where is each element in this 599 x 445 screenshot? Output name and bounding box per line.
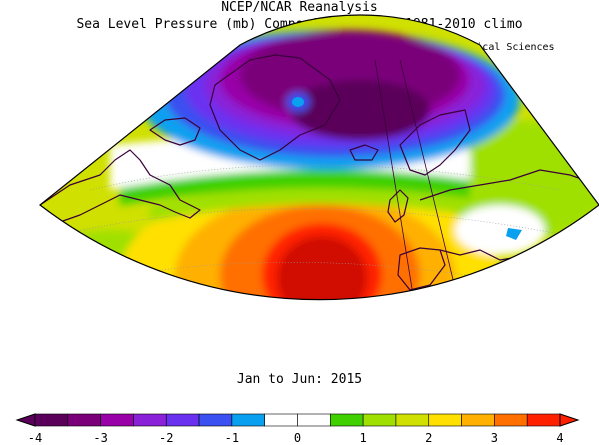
colorbar-bin xyxy=(428,413,462,427)
meridians xyxy=(374,59,471,300)
colorbar-bin xyxy=(526,413,561,427)
north-america-coast xyxy=(40,149,201,223)
iberia-coast xyxy=(397,247,446,291)
time-period: Jan to Jun: 2015 xyxy=(236,372,363,387)
britain-coast xyxy=(387,189,409,223)
colorbar-tick-label: 1 xyxy=(359,431,367,445)
colorbar-bin xyxy=(133,413,167,427)
colorbar-bin xyxy=(34,413,69,427)
colorbar-bin xyxy=(330,413,364,427)
colorbar-tick-label: 0 xyxy=(293,431,302,445)
field-local-low-core xyxy=(292,97,304,107)
scandinavia-coast xyxy=(399,109,471,176)
colorbar-tick-label: 4 xyxy=(556,431,564,445)
iceland-coast xyxy=(349,144,379,161)
colorbar-bin xyxy=(264,413,298,427)
colorbar-bin xyxy=(494,413,528,427)
colorbar-bin xyxy=(231,413,265,427)
europe-coast xyxy=(419,169,599,201)
colorbar-bin xyxy=(67,413,101,427)
colorbar-under-arrow xyxy=(15,413,36,427)
colorbar-tick-label: 3 xyxy=(490,431,498,445)
colorbar-bin xyxy=(165,413,200,427)
africa-coast xyxy=(429,279,599,300)
field-pos-1 xyxy=(150,186,470,222)
colorbar-tick-label: 2 xyxy=(425,431,433,445)
colorbar-over-arrow xyxy=(559,413,580,427)
colorbar-tick-label: -3 xyxy=(93,431,108,445)
graticule xyxy=(49,164,599,300)
coastlines xyxy=(40,54,599,300)
colorbar-tick-label: -4 xyxy=(27,431,43,445)
anomaly-field xyxy=(40,14,599,300)
colorbar-bin xyxy=(395,413,430,427)
colorbar-bin xyxy=(198,413,233,427)
colorbar-bin xyxy=(461,413,495,427)
colorbar-bin xyxy=(297,413,331,427)
field-med-neutral xyxy=(455,205,545,255)
colorbar-bin xyxy=(362,413,397,427)
map-frame xyxy=(39,14,599,301)
greenland-coast xyxy=(209,54,341,161)
colorbar-bin xyxy=(100,413,134,427)
map-title: NCEP/NCAR Reanalysis xyxy=(221,0,378,15)
field-pos-max xyxy=(277,236,367,300)
colorbar-tick-label: -2 xyxy=(159,431,174,445)
field-med-low xyxy=(506,228,522,240)
colorbar xyxy=(15,413,580,427)
colorbar-tick-label: -1 xyxy=(224,431,240,445)
anomaly-map xyxy=(39,14,599,301)
labrador-coast xyxy=(149,117,201,146)
